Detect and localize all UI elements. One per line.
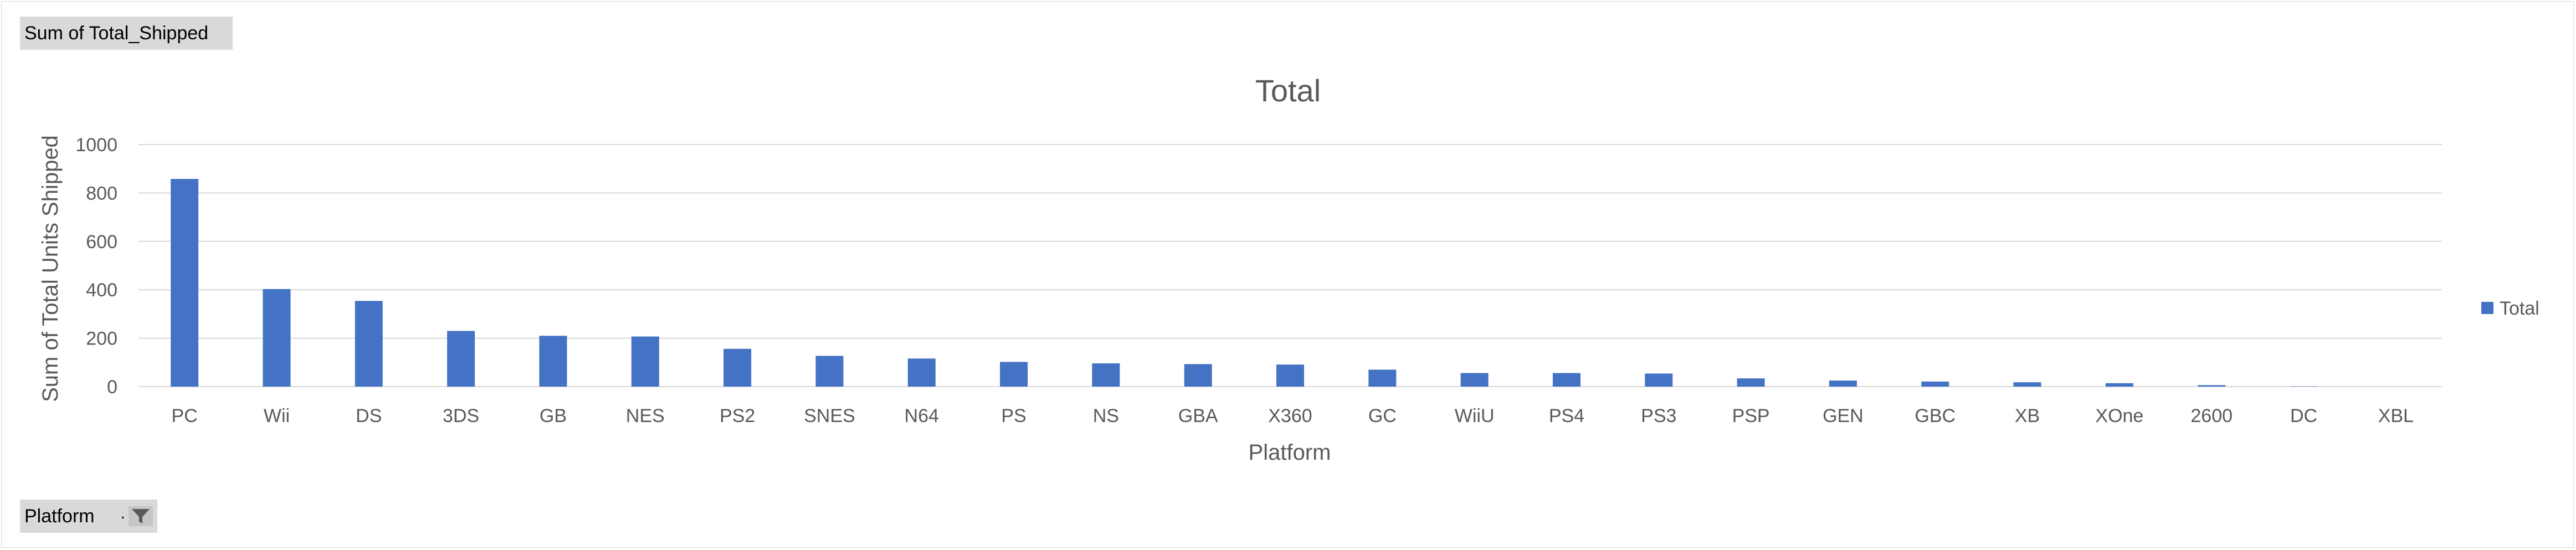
- bar-WiiU[interactable]: [1460, 373, 1489, 387]
- x-tick-label: GBA: [1178, 405, 1218, 426]
- bar-NES[interactable]: [631, 336, 659, 387]
- y-tick-label: 800: [86, 183, 117, 204]
- bars: [171, 179, 2318, 387]
- x-tick-label: PS: [1001, 405, 1026, 426]
- x-tick-label: GC: [1368, 405, 1397, 426]
- x-tick-label: N64: [905, 405, 939, 426]
- axis-field-button[interactable]: Platform .: [20, 500, 157, 533]
- x-tick-label: NS: [1093, 405, 1119, 426]
- bar-N64[interactable]: [907, 358, 936, 387]
- legend: Total: [2481, 298, 2539, 319]
- bar-XOne[interactable]: [2105, 383, 2133, 387]
- x-tick-label: Wii: [264, 405, 290, 426]
- legend-label: Total: [2500, 298, 2539, 319]
- bar-X360[interactable]: [1276, 364, 1304, 387]
- bar-DS[interactable]: [355, 301, 383, 387]
- y-tick-label: 600: [86, 232, 117, 253]
- bar-SNES[interactable]: [815, 356, 844, 387]
- x-tick-label: DC: [2290, 405, 2317, 426]
- x-tick-label: GBC: [1915, 405, 1956, 426]
- x-tick-label: PC: [172, 405, 198, 426]
- bar-PS3[interactable]: [1645, 373, 1673, 387]
- x-tick-label: X360: [1268, 405, 1312, 426]
- chart-title: Total: [1255, 73, 1321, 108]
- bar-GC[interactable]: [1368, 369, 1397, 387]
- x-tick-label: XOne: [2095, 405, 2143, 426]
- bar-PS[interactable]: [1000, 362, 1028, 387]
- x-tick-label: SNES: [804, 405, 855, 426]
- x-tick-label: PS3: [1641, 405, 1676, 426]
- x-tick-label: WiiU: [1455, 405, 1495, 426]
- axis-field-label: Platform: [24, 506, 95, 527]
- values-field-label: Sum of Total_Shipped: [24, 23, 209, 44]
- x-tick-label: GB: [540, 405, 567, 426]
- bar-GBA[interactable]: [1184, 364, 1212, 387]
- x-tick-label: PS4: [1549, 405, 1584, 426]
- bar-NS[interactable]: [1092, 363, 1120, 387]
- bar-PS4[interactable]: [1552, 373, 1581, 387]
- bar-GEN[interactable]: [1829, 381, 1857, 387]
- y-axis-title: Sum of Total Units Shipped: [38, 135, 63, 402]
- x-tick-label: 2600: [2190, 405, 2233, 426]
- bar-PSP[interactable]: [1737, 378, 1765, 387]
- x-tick-label: DS: [356, 405, 382, 426]
- y-tick-label: 200: [86, 328, 117, 349]
- y-tick-label: 0: [107, 377, 117, 398]
- y-tick-label: 400: [86, 280, 117, 301]
- x-tick-label: PSP: [1732, 405, 1770, 426]
- dropdown-indicator-icon[interactable]: .: [120, 504, 125, 522]
- bar-GBC[interactable]: [1921, 381, 1949, 387]
- values-field-button[interactable]: Sum of Total_Shipped: [20, 17, 233, 50]
- filter-funnel-icon[interactable]: [129, 506, 153, 526]
- bar-3DS[interactable]: [447, 331, 475, 387]
- y-tick-label: 1000: [75, 135, 117, 156]
- bar-Wii[interactable]: [263, 289, 291, 387]
- bar-PS2[interactable]: [723, 348, 752, 387]
- x-tick-label: 3DS: [443, 405, 479, 426]
- x-tick-label: NES: [626, 405, 665, 426]
- legend-swatch: [2481, 302, 2493, 314]
- x-tick-label: PS2: [720, 405, 755, 426]
- bar-GB[interactable]: [539, 336, 567, 387]
- gridlines: [138, 144, 2442, 387]
- x-axis-title: Platform: [1249, 440, 1331, 465]
- x-tick-label: XBL: [2378, 405, 2414, 426]
- bar-2600[interactable]: [2198, 385, 2226, 387]
- y-axis-tick-labels: 0 200 400 600 800 1000: [75, 135, 117, 398]
- x-tick-label: XB: [2015, 405, 2040, 426]
- bar-XB[interactable]: [2013, 382, 2041, 387]
- bar-PC[interactable]: [171, 179, 199, 387]
- x-axis-tick-labels: PC Wii DS 3DS GB NES PS2 SNES N64 PS NS GBA X360 GC Wi…: [172, 405, 2414, 426]
- x-tick-label: GEN: [1823, 405, 1864, 426]
